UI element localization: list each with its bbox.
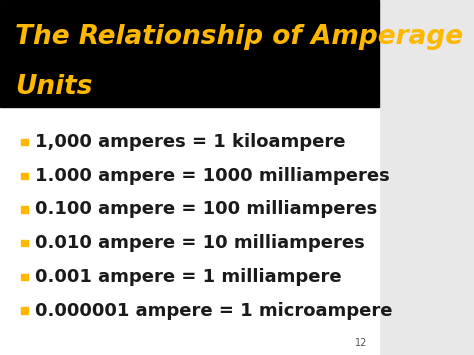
Text: Units: Units bbox=[15, 74, 92, 100]
Bar bbox=[21, 274, 27, 280]
Text: 0.000001 ampere = 1 microampere: 0.000001 ampere = 1 microampere bbox=[35, 302, 392, 320]
Text: 1,000 amperes = 1 kiloampere: 1,000 amperes = 1 kiloampere bbox=[35, 133, 346, 151]
Bar bbox=[21, 307, 27, 314]
Text: 1.000 ampere = 1000 milliamperes: 1.000 ampere = 1000 milliamperes bbox=[35, 167, 390, 185]
Text: 0.001 ampere = 1 milliampere: 0.001 ampere = 1 milliampere bbox=[35, 268, 342, 286]
Text: 12: 12 bbox=[355, 338, 367, 348]
Text: 0.010 ampere = 10 milliamperes: 0.010 ampere = 10 milliamperes bbox=[35, 234, 365, 252]
Bar bbox=[21, 139, 27, 145]
Bar bbox=[0, 106, 379, 355]
Text: The Relationship of Amperage: The Relationship of Amperage bbox=[15, 24, 463, 50]
Bar bbox=[21, 206, 27, 213]
Bar bbox=[0, 0, 379, 106]
Text: 0.100 ampere = 100 milliamperes: 0.100 ampere = 100 milliamperes bbox=[35, 201, 377, 218]
Bar bbox=[21, 173, 27, 179]
Bar bbox=[21, 240, 27, 246]
